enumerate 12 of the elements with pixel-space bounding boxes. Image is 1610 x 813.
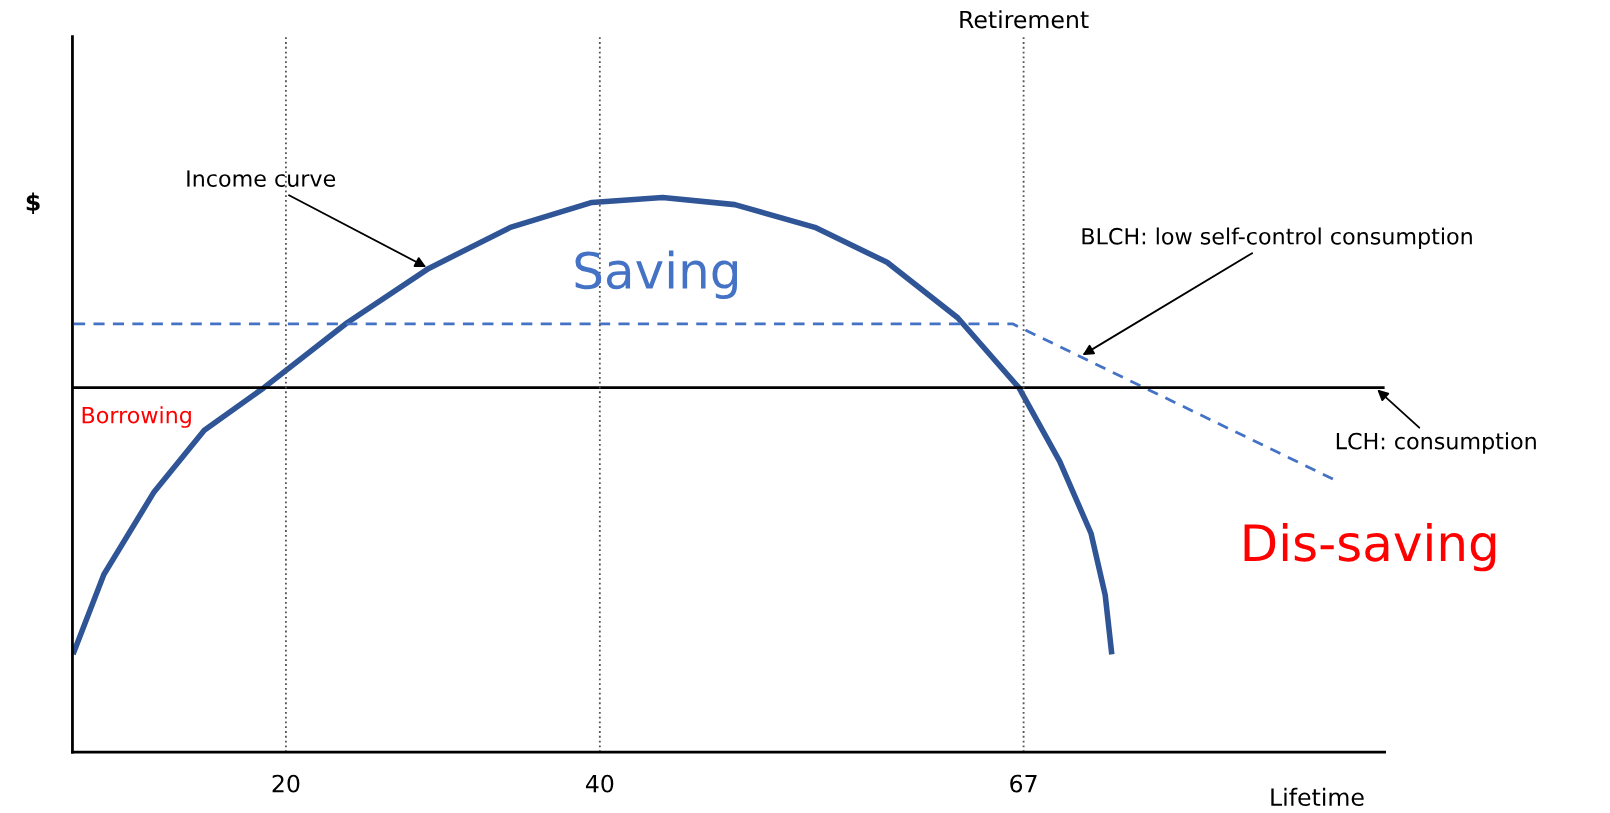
annotation: Borrowing — [82, 406, 191, 428]
annotation: LCH: consumption — [1336, 432, 1536, 454]
annotation: BLCH: low self-control consumption — [1082, 227, 1472, 249]
ref-line-label: Retirement — [960, 10, 1089, 29]
y-axis-title: $ — [26, 192, 40, 215]
annotation: Dis-saving — [1244, 522, 1496, 572]
x-tick-label: 40 — [585, 774, 614, 793]
x-axis-title: Lifetime — [1271, 787, 1364, 807]
annotation: Income curve — [187, 170, 336, 187]
x-tick-label: 67 — [1010, 774, 1037, 793]
annotation: Saving — [575, 250, 737, 299]
x-tick-label: 20 — [272, 774, 300, 793]
